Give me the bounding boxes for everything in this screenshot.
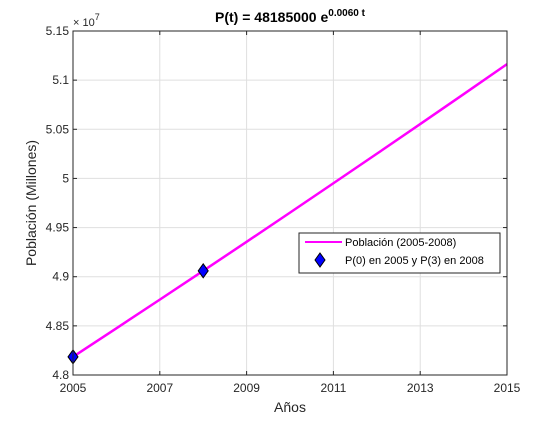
x-axis-label: Años — [274, 399, 306, 415]
x-tick-label: 2009 — [233, 381, 260, 395]
data-point-marker — [197, 262, 209, 279]
y-tick-label: 5 — [62, 171, 69, 185]
series-line-population — [72, 63, 508, 358]
y-tick-label: 5.15 — [46, 24, 70, 38]
x-tick-labels: 2005 2007 2009 2011 2013 2015 — [60, 381, 521, 395]
legend: Población (2005-2008) P(0) en 2005 y P(3… — [298, 232, 501, 274]
legend-marker-swatch — [314, 252, 326, 268]
x-tick-label: 2007 — [146, 381, 173, 395]
y-scale-factor: × 107 — [73, 12, 100, 29]
y-tick-label: 4.95 — [46, 221, 70, 235]
y-tick-label: 4.85 — [46, 319, 70, 333]
y-tick-labels: 4.8 4.85 4.9 4.95 5 5.05 5.1 5.15 — [46, 24, 70, 382]
y-tick-label: 5.1 — [52, 73, 69, 87]
x-tick-label: 2015 — [494, 381, 521, 395]
y-tick-label: 4.9 — [52, 270, 69, 284]
x-tick-label: 2011 — [320, 381, 346, 395]
legend-entry-markers: P(0) en 2005 y P(3) en 2008 — [345, 255, 484, 267]
legend-entry-line: Población (2005-2008) — [345, 237, 456, 249]
chart-title: P(t) = 48185000 e0.0060 t — [215, 8, 366, 25]
y-axis-label: Población (Millones) — [23, 140, 39, 266]
x-tick-label: 2005 — [60, 381, 87, 395]
y-tick-label: 5.05 — [46, 122, 70, 136]
legend-box — [298, 232, 501, 274]
ticks — [72, 30, 508, 376]
plot-area — [73, 31, 507, 375]
axes-box — [72, 30, 508, 376]
y-tick-label: 4.8 — [52, 368, 69, 382]
x-tick-label: 2013 — [407, 381, 434, 395]
